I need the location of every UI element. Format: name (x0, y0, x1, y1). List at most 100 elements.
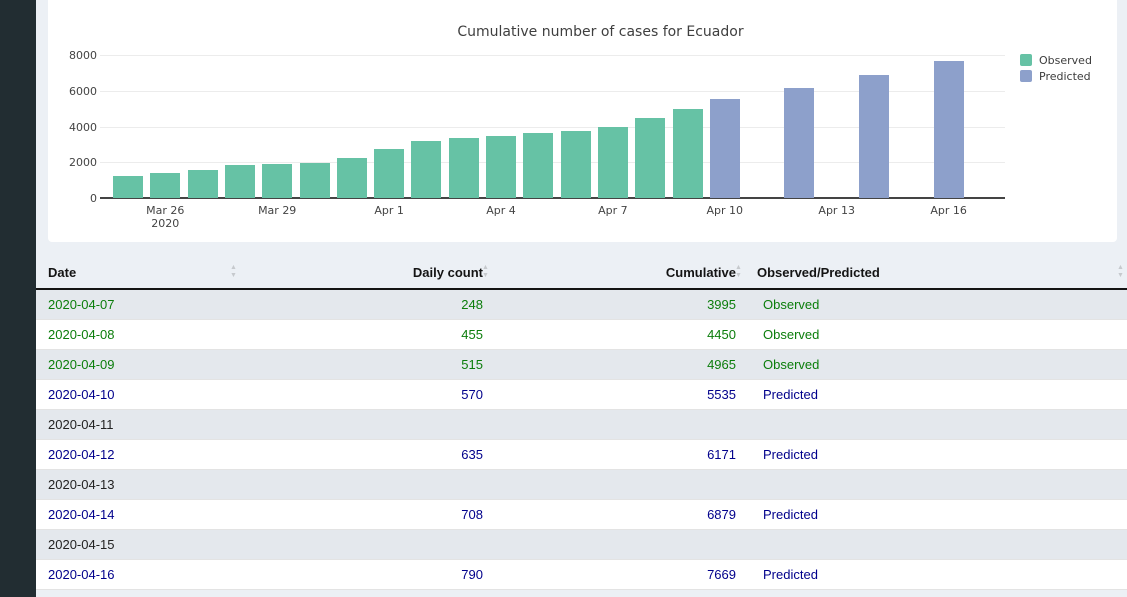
bar-observed (672, 109, 703, 198)
bar-observed (486, 136, 516, 198)
cell-cumulative (492, 529, 745, 560)
chart-title: Cumulative number of cases for Ecuador (457, 24, 744, 40)
bar-observed (523, 132, 554, 198)
table-row[interactable]: 2020-04-08 455 4450 Observed (36, 319, 1127, 350)
cell-status: Observed (745, 349, 1127, 380)
sidebar (0, 0, 36, 597)
x-axis-tick-sublabel: 2020 (151, 217, 180, 230)
x-axis-tick-label: Apr 1 (374, 204, 404, 217)
y-axis-tick-label: 6000 (69, 84, 97, 98)
cell-date: 2020-04-14 (36, 499, 240, 530)
legend-swatch-icon (1020, 70, 1032, 82)
cell-daily-count (240, 469, 492, 500)
cell-cumulative: 4450 (492, 319, 745, 350)
cell-status: Predicted (745, 379, 1127, 410)
cell-cumulative: 7669 (492, 559, 745, 590)
column-header-daily-count[interactable]: Daily count ▲ ▼ (240, 256, 492, 290)
table-row[interactable]: 2020-04-07 248 3995 Observed (36, 289, 1127, 320)
bar-observed (635, 118, 666, 198)
table-row[interactable]: 2020-04-10 570 5535 Predicted (36, 379, 1127, 410)
legend-label: Observed (1039, 53, 1092, 67)
x-axis-tick-label: Mar 26 2020 (130, 204, 200, 230)
column-header-date[interactable]: Date ▲ ▼ (36, 256, 240, 290)
x-axis-tick-label: Apr 7 (598, 204, 628, 217)
legend-label: Predicted (1039, 69, 1091, 83)
table-row[interactable]: 2020-04-11 (36, 409, 1127, 440)
legend-swatch-icon (1020, 54, 1032, 66)
bar-observed (299, 162, 330, 198)
cell-date: 2020-04-12 (36, 439, 240, 470)
sort-icon[interactable]: ▲ ▼ (735, 264, 742, 279)
table-header: Date ▲ ▼ Daily count ▲ ▼ Cumulative ▲ ▼ Observed/… (36, 256, 1127, 290)
bar-predicted (784, 87, 815, 198)
column-header-label: Observed/Predicted (757, 264, 880, 280)
column-header-observed-predicted[interactable]: Observed/Predicted ▲ ▼ (745, 256, 1127, 290)
column-header-label: Cumulative (665, 264, 736, 280)
cell-date: 2020-04-10 (36, 379, 240, 410)
bar-observed (374, 148, 405, 198)
x-axis-tick-label: Mar 29 (258, 204, 297, 217)
bar-observed (224, 165, 255, 198)
cell-cumulative: 6879 (492, 499, 745, 530)
bar-observed (597, 126, 628, 198)
y-axis-tick-label: 2000 (69, 156, 97, 170)
table-row[interactable]: 2020-04-12 635 6171 Predicted (36, 439, 1127, 470)
legend-item-observed[interactable]: Observed (1020, 52, 1115, 68)
cell-date: 2020-04-09 (36, 349, 240, 380)
bar-observed (187, 169, 218, 198)
table-row[interactable]: 2020-04-09 515 4965 Observed (36, 349, 1127, 380)
y-axis-tick-label: 4000 (69, 120, 97, 134)
cell-status: Predicted (745, 559, 1127, 590)
table-row[interactable]: 2020-04-15 (36, 529, 1127, 560)
cell-daily-count: 708 (240, 499, 492, 530)
bar-observed (113, 176, 143, 198)
bar-observed (560, 131, 591, 198)
x-axis-tick-label: Apr 16 (930, 204, 967, 217)
column-header-label: Daily count (412, 264, 483, 280)
table-row[interactable]: 2020-04-16 790 7669 Predicted (36, 559, 1127, 590)
cell-status (745, 409, 1127, 440)
cell-daily-count: 248 (240, 289, 492, 320)
sort-icon[interactable]: ▲ ▼ (230, 264, 237, 279)
cell-status: Observed (745, 319, 1127, 350)
cell-date: 2020-04-11 (36, 409, 240, 440)
table-row[interactable]: 2020-04-14 708 6879 Predicted (36, 499, 1127, 530)
cell-daily-count: 515 (240, 349, 492, 380)
cell-daily-count: 455 (240, 319, 492, 350)
bar-observed (336, 157, 367, 198)
cell-date: 2020-04-13 (36, 469, 240, 500)
y-gridline (100, 55, 1005, 56)
cell-cumulative: 6171 (492, 439, 745, 470)
bar-observed (411, 141, 442, 198)
cell-daily-count (240, 409, 492, 440)
cell-cumulative: 5535 (492, 379, 745, 410)
sort-icon[interactable]: ▲ ▼ (1117, 264, 1124, 279)
cell-status: Predicted (745, 439, 1127, 470)
cell-date: 2020-04-08 (36, 319, 240, 350)
cell-cumulative: 4965 (492, 349, 745, 380)
table-row[interactable]: 2020-04-13 (36, 469, 1127, 500)
bar-observed (150, 172, 181, 198)
chart-legend: Observed Predicted (1020, 52, 1115, 84)
cell-cumulative: 3995 (492, 289, 745, 320)
column-header-cumulative[interactable]: Cumulative ▲ ▼ (492, 256, 745, 290)
y-axis-tick-label: 0 (90, 192, 97, 205)
bar-predicted (859, 75, 889, 198)
bar-observed (262, 164, 293, 198)
cell-date: 2020-04-16 (36, 559, 240, 590)
cell-date: 2020-04-07 (36, 289, 240, 320)
cell-status (745, 529, 1127, 560)
data-table-panel: Date ▲ ▼ Daily count ▲ ▼ Cumulative ▲ ▼ Observed/… (36, 256, 1127, 590)
sort-icon[interactable]: ▲ ▼ (482, 264, 489, 279)
cell-date: 2020-04-15 (36, 529, 240, 560)
column-header-label: Date (48, 264, 77, 280)
x-axis-tick-label: Apr 10 (706, 204, 744, 217)
cell-status: Predicted (745, 499, 1127, 530)
cell-cumulative (492, 469, 745, 500)
cell-daily-count: 790 (240, 559, 492, 590)
legend-item-predicted[interactable]: Predicted (1020, 68, 1115, 84)
plot-area: 0 2000 4000 6000 8000 Mar 26 2020 Mar 29 Apr 1 Ap… (69, 50, 1005, 230)
y-axis-tick-label: 8000 (69, 49, 97, 62)
cell-cumulative (492, 409, 745, 440)
bar-predicted (709, 99, 740, 198)
